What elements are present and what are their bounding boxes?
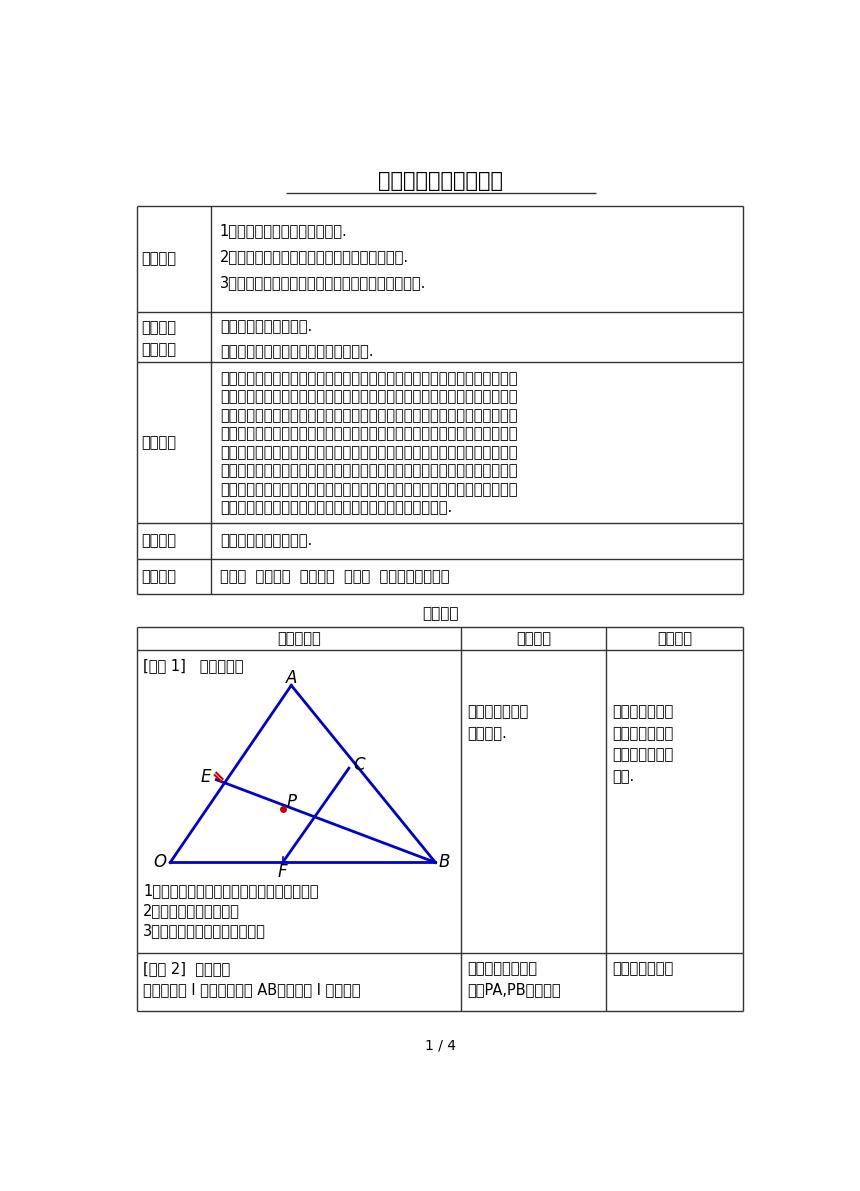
Text: E: E (200, 768, 211, 786)
Text: 多媒体  几何画板  电子白板  高拍仪  微视频等辅助教学: 多媒体 几何画板 电子白板 高拍仪 微视频等辅助教学 (220, 569, 450, 584)
Text: 测量PA,PB的长度，: 测量PA,PB的长度， (467, 983, 561, 997)
Text: [活动 2]  探究新知: [活动 2] 探究新知 (143, 961, 230, 975)
Text: 运用线段垂直平分线的性质及尺规作图.: 运用线段垂直平分线的性质及尺规作图. (220, 344, 373, 358)
Text: 图形和对称轴，: 图形和对称轴， (612, 725, 673, 741)
Text: 让学生总结线段: 让学生总结线段 (612, 961, 673, 975)
Text: 生学习的主动性。认知状况来说，学生在此之前已经学习了轴对称图形，对线: 生学习的主动性。认知状况来说，学生在此之前已经学习了轴对称图形，对线 (220, 463, 518, 479)
Text: 教学难点: 教学难点 (141, 342, 175, 357)
Text: 画图：直线 l 垂直平分线段 AB，在直线 l 上任取一: 画图：直线 l 垂直平分线段 AB，在直线 l 上任取一 (143, 983, 360, 997)
Text: 特点，一方面运用直观生动几何画板演示，引发学生的兴趣，使他们的注意力: 特点，一方面运用直观生动几何画板演示，引发学生的兴趣，使他们的注意力 (220, 426, 518, 442)
Text: 为本节课内容做: 为本节课内容做 (612, 748, 673, 762)
Text: 教学方法: 教学方法 (141, 534, 175, 549)
Text: O: O (154, 854, 167, 872)
Text: 1 / 4: 1 / 4 (425, 1039, 457, 1053)
Text: 线段垂直平分线的性质.: 线段垂直平分线的性质. (220, 319, 312, 335)
Text: 能力，推理能力和想象能力也随着迅速发展。但同时，这一阶段的学生好动，: 能力，推理能力和想象能力也随着迅速发展。但同时，这一阶段的学生好动， (220, 389, 518, 404)
Text: 注意力易分散，爱发表见解，希望得到老师的表扬，所以在教学中应抓住这些: 注意力易分散，爱发表见解，希望得到老师的表扬，所以在教学中应抓住这些 (220, 407, 518, 423)
Text: 教学过程: 教学过程 (422, 606, 459, 621)
Text: 探究发现法，小组合作.: 探究发现法，小组合作. (220, 534, 312, 549)
Text: 段的垂直平分线已经有了初步的认识，这为顺利完成本节课的教学任务打下了: 段的垂直平分线已经有了初步的认识，这为顺利完成本节课的教学任务打下了 (220, 481, 518, 497)
Text: F: F (278, 863, 287, 881)
Text: P: P (286, 793, 296, 811)
Text: B: B (439, 854, 450, 872)
Text: 从心理特征来说，初中阶段的学生逻辑思维从经验型逐步向理论型发展，观察: 从心理特征来说，初中阶段的学生逻辑思维从经验型逐步向理论型发展，观察 (220, 370, 518, 386)
Text: A: A (286, 668, 297, 687)
Text: 线段垂直平分线的性质: 线段垂直平分线的性质 (378, 172, 503, 192)
Text: 基础，所以教学中应具体生动，深入浅出的让学生发现知识.: 基础，所以教学中应具体生动，深入浅出的让学生发现知识. (220, 500, 452, 516)
Text: 3．能用尺规作线段的垂直平分线．了解作图的道理.: 3．能用尺规作线段的垂直平分线．了解作图的道理. (220, 275, 427, 291)
Text: 教师提出问题，: 教师提出问题， (467, 704, 528, 719)
Text: 学情分析: 学情分析 (141, 435, 175, 450)
Text: 学生动手画图，并: 学生动手画图，并 (467, 961, 538, 975)
Text: [活动 1]   复习旧知：: [活动 1] 复习旧知： (143, 659, 243, 673)
Text: 教学手段: 教学手段 (141, 569, 175, 584)
Text: 复习上节轴对称: 复习上节轴对称 (612, 704, 673, 719)
Text: 问题与情境: 问题与情境 (277, 631, 321, 647)
Text: 教学目标: 教学目标 (141, 251, 175, 267)
Text: 1．理解线段垂直平分线的性质.: 1．理解线段垂直平分线的性质. (220, 223, 347, 238)
Text: 学生回答.: 学生回答. (467, 725, 507, 741)
Text: 设计意图: 设计意图 (657, 631, 692, 647)
Text: 师生行为: 师生行为 (516, 631, 551, 647)
Text: 3、垂直平分线的定义是什么？: 3、垂直平分线的定义是什么？ (143, 923, 266, 939)
Text: 1、线段是不是轴对称图形？（生易回答是）: 1、线段是不是轴对称图形？（生易回答是） (143, 883, 319, 898)
Text: 铺垫.: 铺垫. (612, 769, 635, 784)
Text: 始终集中在课堂上；另一方面，要创造条件和机会，让学生发表见解，发挥学: 始终集中在课堂上；另一方面，要创造条件和机会，让学生发表见解，发挥学 (220, 444, 518, 460)
Text: 2．能运用线段垂直平分线的性质解决有关问题.: 2．能运用线段垂直平分线的性质解决有关问题. (220, 249, 409, 264)
Text: 2、它的对称轴是什么？: 2、它的对称轴是什么？ (143, 903, 240, 918)
Text: C: C (353, 756, 365, 774)
Text: 教学重点: 教学重点 (141, 320, 175, 335)
